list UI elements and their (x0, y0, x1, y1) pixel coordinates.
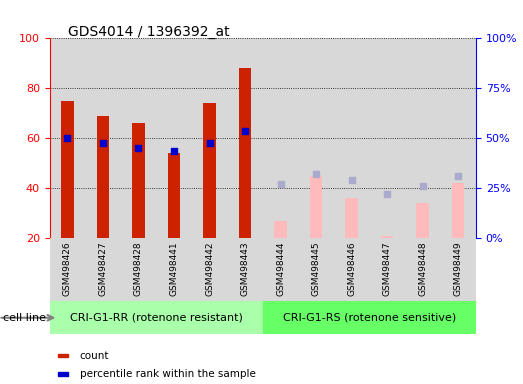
Bar (369, 238, 405, 301)
Bar (334, 38, 369, 238)
Point (170, 147, 178, 154)
Text: GSM498447: GSM498447 (383, 241, 392, 296)
Bar (192, 38, 228, 238)
Point (206, 140, 214, 146)
Bar (334, 238, 369, 301)
Bar (298, 238, 334, 301)
Point (454, 173, 462, 179)
Bar (156, 238, 192, 301)
Bar (156, 38, 192, 238)
Bar (298, 38, 334, 238)
FancyBboxPatch shape (50, 301, 263, 334)
Text: GSM498428: GSM498428 (134, 241, 143, 296)
FancyBboxPatch shape (263, 301, 476, 334)
Point (134, 145, 143, 151)
Bar (369, 38, 405, 238)
Bar (239, 68, 251, 238)
Bar (228, 38, 263, 238)
Point (347, 177, 356, 183)
Bar (58, 372, 69, 376)
Bar (310, 176, 322, 238)
Text: GSM498442: GSM498442 (205, 241, 214, 296)
Bar (405, 238, 440, 301)
Point (63, 135, 72, 141)
Bar (345, 198, 358, 238)
Point (99, 140, 107, 146)
Text: GSM498449: GSM498449 (453, 241, 463, 296)
Text: GSM498427: GSM498427 (98, 241, 107, 296)
Bar (50, 238, 85, 301)
Bar (132, 123, 145, 238)
Bar (58, 354, 69, 357)
Bar (452, 183, 464, 238)
Bar (50, 38, 85, 238)
Text: cell line: cell line (3, 313, 46, 323)
Text: GSM498443: GSM498443 (241, 241, 249, 296)
Point (383, 191, 391, 197)
Bar (203, 103, 216, 238)
Bar (263, 38, 298, 238)
Bar (85, 238, 121, 301)
Text: GSM498446: GSM498446 (347, 241, 356, 296)
Bar (405, 38, 440, 238)
Bar (440, 238, 476, 301)
Bar (85, 38, 121, 238)
Bar (168, 153, 180, 238)
Text: GDS4014 / 1396392_at: GDS4014 / 1396392_at (68, 25, 230, 39)
Text: CRI-G1-RR (rotenone resistant): CRI-G1-RR (rotenone resistant) (70, 313, 243, 323)
Bar (381, 235, 393, 238)
Bar (275, 220, 287, 238)
Bar (97, 116, 109, 238)
Bar (228, 238, 263, 301)
Text: CRI-G1-RS (rotenone sensitive): CRI-G1-RS (rotenone sensitive) (283, 313, 456, 323)
Bar (416, 203, 429, 238)
Bar (440, 38, 476, 238)
Text: GSM498441: GSM498441 (169, 241, 178, 296)
Point (276, 181, 285, 187)
Text: GSM498444: GSM498444 (276, 241, 285, 296)
Bar (121, 38, 156, 238)
Point (312, 171, 320, 177)
Bar (61, 101, 74, 238)
Text: percentile rank within the sample: percentile rank within the sample (79, 369, 255, 379)
Point (241, 127, 249, 134)
Point (418, 183, 427, 189)
Bar (263, 238, 298, 301)
Text: GSM498426: GSM498426 (63, 241, 72, 296)
Bar (192, 238, 228, 301)
Text: GSM498448: GSM498448 (418, 241, 427, 296)
Bar (121, 238, 156, 301)
Text: GSM498445: GSM498445 (312, 241, 321, 296)
Text: count: count (79, 351, 109, 361)
